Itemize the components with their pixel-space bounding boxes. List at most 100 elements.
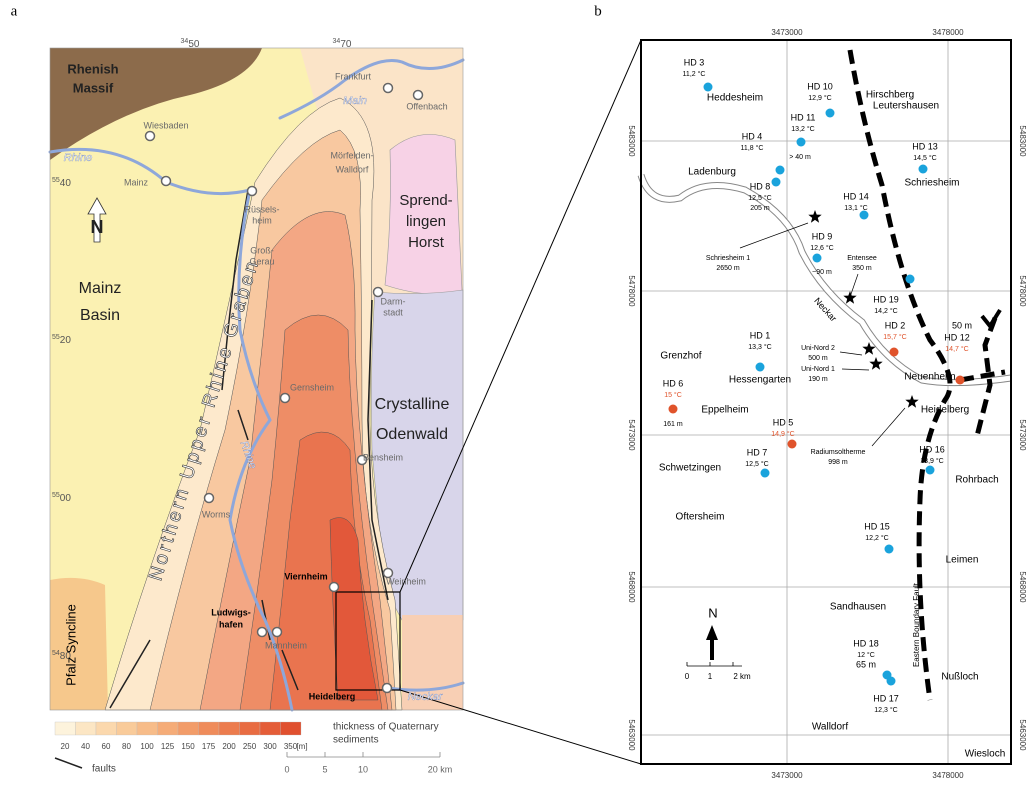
town-label: Darm- [381, 296, 406, 306]
well-label: HD 7 [747, 447, 768, 457]
town-dot [384, 84, 393, 93]
coordinate-sup: 54 [52, 650, 60, 657]
legend-faults: faults [92, 764, 116, 775]
town-label: Mörfelden- [330, 150, 373, 160]
well-temp: 12,3 °C [874, 706, 897, 714]
well-dot [669, 405, 678, 414]
scale-label: 0 [685, 672, 690, 681]
well-label: HD 12 [944, 332, 970, 342]
place-label: Grenzhof [660, 351, 701, 362]
well-temp: 13,3 °C [748, 343, 771, 351]
town-dot [146, 132, 155, 141]
well-dot [890, 348, 899, 357]
place-label: Hessengarten [729, 375, 791, 386]
panel-label: a [11, 3, 18, 19]
river-label: Rhine [64, 152, 93, 164]
easting-label: 3478000 [932, 771, 964, 780]
town-dot [330, 583, 339, 592]
place-label: Leutershausen [873, 101, 939, 112]
legend-swatch [240, 722, 261, 735]
legend-class: 300 [263, 742, 277, 751]
legend-swatch [96, 722, 117, 735]
coordinate-sup: 34 [181, 38, 189, 45]
well-temp: 13,2 °C [791, 125, 814, 133]
well-dot [919, 165, 928, 174]
coordinate-main: 70 [340, 39, 352, 50]
figure: a345034705540552055005480RhenishMassifMa… [0, 0, 1036, 786]
map-background [641, 40, 1011, 764]
well-label: HD 15 [864, 521, 890, 531]
legend-class: 100 [140, 742, 154, 751]
easting-label: 3473000 [771, 28, 803, 37]
borehole-name: Uni-Nord 2 [801, 345, 835, 352]
legend-class: 80 [122, 742, 131, 751]
town-label: Worms [202, 509, 231, 519]
well-temp: 13,1 °C [844, 204, 867, 212]
place-label: Walldorf [812, 722, 849, 733]
well-dot [885, 545, 894, 554]
legend-swatch [158, 722, 179, 735]
well-depth: > 40 m [789, 154, 811, 161]
legend-swatch [137, 722, 158, 735]
well-temp: 12,6 °C [810, 244, 833, 252]
well-label: HD 5 [773, 417, 794, 427]
scale-label: 5 [322, 764, 327, 774]
place-label: Wiesloch [965, 749, 1006, 760]
legend-class: 20 [61, 742, 70, 751]
town-dot [248, 187, 257, 196]
easting-label: 3478000 [932, 28, 964, 37]
region-label: Basin [80, 307, 120, 324]
panel-label: b [594, 3, 602, 19]
well-temp: 12,2 °C [865, 534, 888, 542]
well-label: HD 10 [807, 81, 833, 91]
place-label: Ladenburg [688, 167, 736, 178]
well-label: HD 9 [812, 231, 833, 241]
legend-class: 250 [243, 742, 257, 751]
fault-legend [55, 758, 82, 768]
place-label: Schwetzingen [659, 463, 721, 474]
well-dot [776, 166, 785, 175]
well-label: HD 6 [663, 378, 684, 388]
region-label: Rhenish [67, 61, 118, 76]
well-label: HD 2 [885, 320, 906, 330]
region-label: Massif [73, 80, 114, 95]
town-dot [273, 628, 282, 637]
region-label: Sprend- [399, 192, 452, 209]
town-dot [205, 494, 214, 503]
town-dot [383, 684, 392, 693]
well-dot [756, 363, 765, 372]
borehole-name: Uni-Nord 1 [801, 366, 835, 373]
well-label: HD 19 [873, 294, 899, 304]
northing-label: 5468000 [1018, 571, 1027, 603]
region-label: Horst [408, 234, 445, 251]
region-label: Crystalline [375, 396, 450, 413]
town-label: Groß- [250, 245, 274, 255]
well-label: HD 8 [750, 181, 771, 191]
well-depth: ~90 m [812, 269, 832, 276]
coordinate-main: 00 [60, 493, 72, 504]
place-label: Leimen [946, 555, 979, 566]
coordinate-sup: 55 [52, 177, 60, 184]
legend-swatch [178, 722, 199, 735]
town-dot [374, 288, 383, 297]
well-temp: 11,8 °C [741, 144, 764, 152]
legend-title: sediments [333, 735, 379, 746]
well-label: HD 17 [873, 693, 899, 703]
place-label: Eppelheim [701, 405, 748, 416]
town-dot [162, 177, 171, 186]
well-dot [887, 677, 896, 686]
coordinate-sup: 55 [52, 492, 60, 499]
legend-unit: [m] [296, 742, 307, 751]
town-label: Walldorf [336, 164, 369, 174]
place-label: Neuenheim [904, 372, 955, 383]
place-label: Heidelberg [921, 405, 969, 416]
coordinate-main: 50 [188, 39, 200, 50]
legend-swatch [117, 722, 138, 735]
town-label: hafen [219, 619, 243, 629]
borehole-depth: 998 m [828, 459, 848, 466]
place-label: Oftersheim [676, 512, 725, 523]
town-label: Offenbach [406, 101, 447, 111]
town-label: heim [252, 215, 272, 225]
northing-label: 5478000 [627, 275, 636, 307]
town-label: Gernsheim [290, 382, 334, 392]
